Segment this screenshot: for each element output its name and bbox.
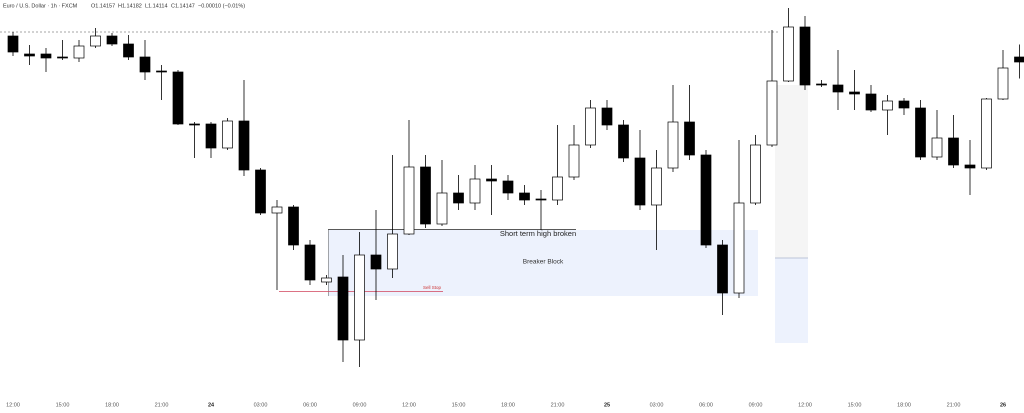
candle-body xyxy=(750,144,761,204)
candle-body xyxy=(981,98,992,169)
x-tick-label: 06:00 xyxy=(303,402,317,408)
candle-body xyxy=(139,56,151,73)
candle-body xyxy=(172,71,184,125)
candle-body xyxy=(354,254,365,341)
x-tick-label: 24 xyxy=(208,402,215,408)
candle-body xyxy=(585,107,596,146)
candle-body xyxy=(766,80,778,146)
x-tick-label: 15:00 xyxy=(452,402,466,408)
candle-body xyxy=(321,277,332,283)
x-tick-label: 09:00 xyxy=(749,402,763,408)
candle-body xyxy=(189,123,200,126)
candle-body xyxy=(948,137,959,166)
candle-body xyxy=(502,180,514,194)
x-tick-label: 21:00 xyxy=(155,402,169,408)
x-tick-label: 03:00 xyxy=(254,402,268,408)
candle-body xyxy=(684,121,695,156)
candle-body xyxy=(57,56,68,59)
candle-body xyxy=(997,67,1009,100)
header-low: L1.14114 xyxy=(145,3,168,9)
candle-body xyxy=(403,166,415,235)
candle-body xyxy=(370,254,382,270)
candle-body xyxy=(271,206,283,214)
candle-body xyxy=(915,107,926,158)
candle-body xyxy=(123,43,134,58)
x-tick-label: 18:00 xyxy=(105,402,119,408)
candle-body xyxy=(106,35,118,45)
candle-body xyxy=(255,169,266,214)
candle-body xyxy=(387,233,398,270)
candle-body xyxy=(733,202,745,294)
x-tick-label: 15:00 xyxy=(56,402,70,408)
header-close: C1.14147 xyxy=(171,3,195,9)
candle-body xyxy=(865,93,877,111)
candle-body xyxy=(634,157,646,206)
candle-body xyxy=(156,70,167,73)
candle-body xyxy=(882,100,893,111)
header-change: −0.00010 (−0.01%) xyxy=(198,3,245,9)
annotation-breaker-block: Breaker Block xyxy=(523,259,564,266)
x-tick-label: 18:00 xyxy=(897,402,911,408)
x-tick-label: 12:00 xyxy=(402,402,416,408)
candle-body xyxy=(849,91,860,95)
candle-body xyxy=(783,26,794,82)
candle-body xyxy=(552,176,563,201)
x-tick-label: 12:00 xyxy=(6,402,20,408)
candle-body xyxy=(799,26,811,86)
candle-body xyxy=(667,121,679,169)
candle-body xyxy=(40,53,52,59)
candle-body xyxy=(832,84,844,93)
x-tick-label: 15:00 xyxy=(848,402,862,408)
candle-body xyxy=(535,198,547,201)
candle-body xyxy=(222,120,233,149)
candle-body xyxy=(304,244,316,281)
x-tick-label: 06:00 xyxy=(699,402,713,408)
x-tick-label: 12:00 xyxy=(798,402,812,408)
x-tick-label: 09:00 xyxy=(353,402,367,408)
x-tick-label: 25 xyxy=(604,402,610,408)
candle-body xyxy=(7,35,19,53)
candle-body xyxy=(568,144,580,178)
candle-body xyxy=(651,167,662,206)
candle-body xyxy=(337,276,349,341)
breaker-block-zone xyxy=(328,230,758,296)
annotation-sell-stop: Sell Stop xyxy=(423,285,442,290)
candle-body xyxy=(601,107,613,126)
candle-body xyxy=(931,137,943,158)
x-tick-label: 21:00 xyxy=(551,402,565,408)
x-tick-label: 26 xyxy=(1000,402,1006,408)
candle-body xyxy=(436,192,448,225)
candle-body xyxy=(816,83,827,86)
annotation-short-term-high: Short term high broken xyxy=(500,229,576,238)
candle-body xyxy=(700,154,712,246)
candle-body xyxy=(73,45,85,59)
candle-body xyxy=(238,120,250,171)
candle-body xyxy=(90,35,101,47)
candle-body xyxy=(519,192,530,201)
position-zone-top xyxy=(775,85,808,258)
candle-body xyxy=(486,178,497,182)
header-open: O1.14157 xyxy=(91,3,115,9)
candle-body xyxy=(288,206,299,246)
chart-title: Euro / U.S. Dollar · 1h · FXCM xyxy=(3,3,78,9)
x-tick-label: 18:00 xyxy=(501,402,515,408)
candle-body xyxy=(469,178,481,204)
candle-body xyxy=(1014,56,1024,63)
x-tick-label: 03:00 xyxy=(650,402,664,408)
header-high: H1.14182 xyxy=(118,3,142,9)
candle-body xyxy=(964,164,976,169)
candle-body xyxy=(898,100,910,109)
candle-body xyxy=(420,166,431,225)
candle-body xyxy=(717,244,728,294)
position-zone-bottom xyxy=(775,258,808,343)
candle-body xyxy=(618,124,629,159)
candle-body xyxy=(205,123,217,149)
candle-body xyxy=(453,192,464,204)
candle-body xyxy=(24,53,35,57)
x-tick-label: 21:00 xyxy=(947,402,961,408)
